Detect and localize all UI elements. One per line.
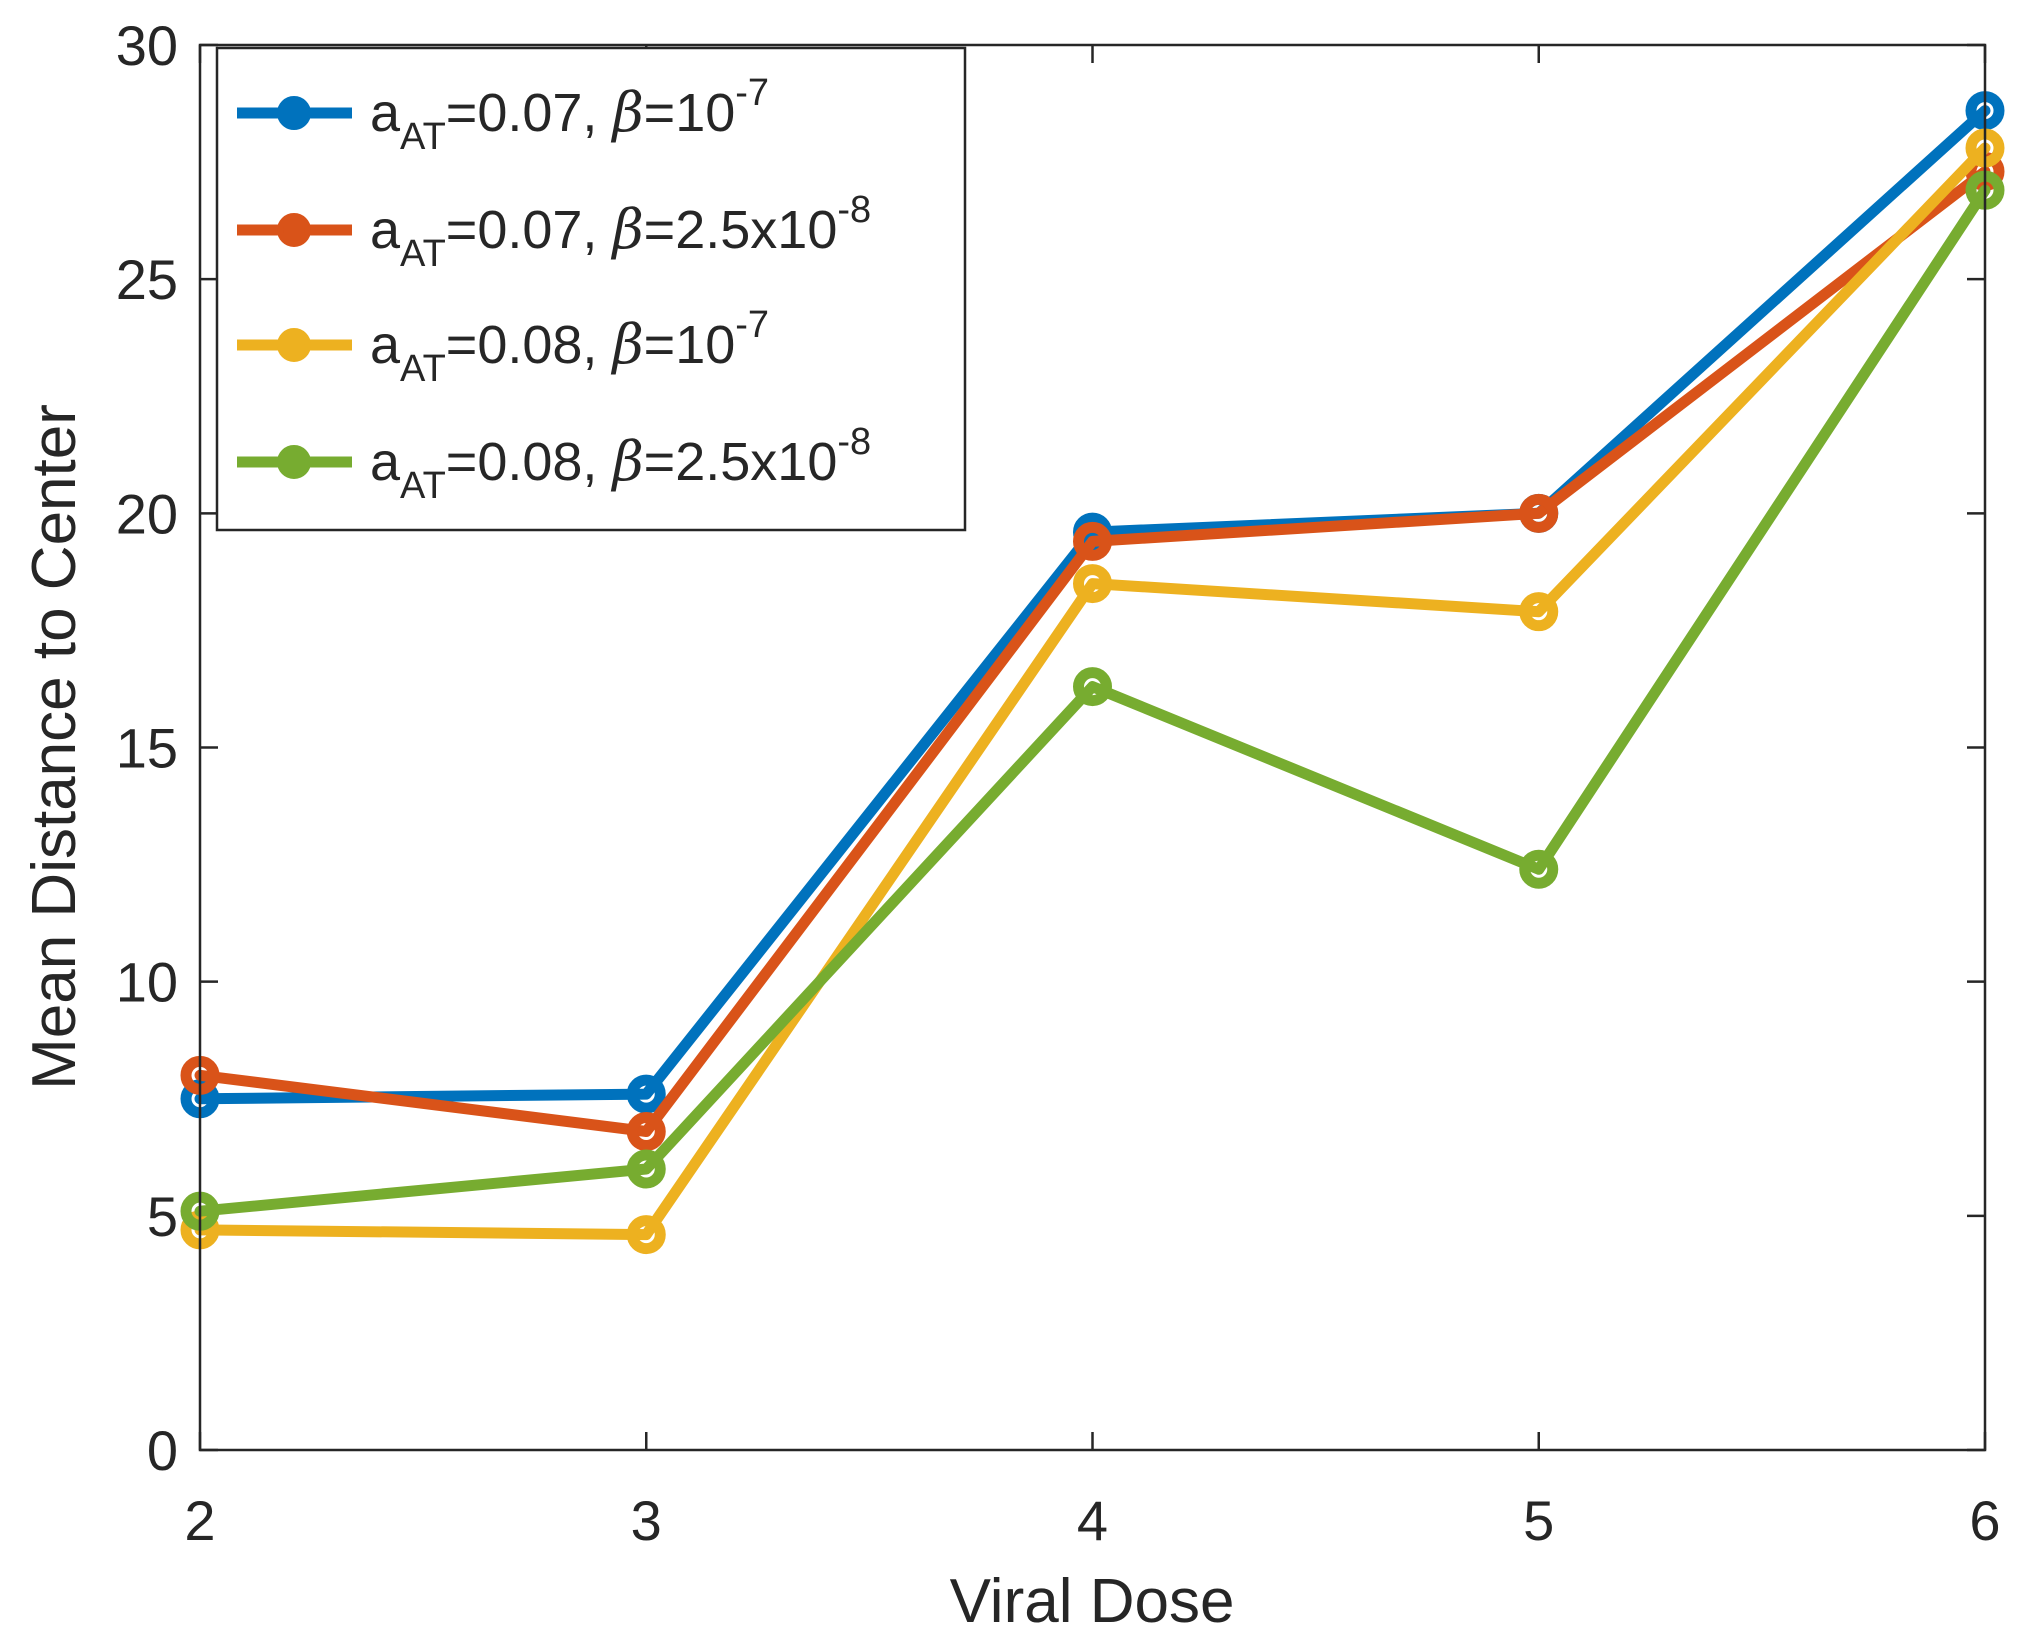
legend-label: aAT=0.08, β=10-7 (370, 304, 769, 390)
legend-label-part: AT (400, 465, 446, 507)
legend-marker (277, 213, 311, 247)
legend-entry: aAT=0.08, β=10-7 (237, 304, 769, 390)
legend-label-part: = (644, 200, 676, 260)
series-line (194, 166, 1991, 1137)
x-tick-label: 3 (631, 1489, 662, 1552)
legend-label-part: AT (400, 348, 446, 390)
legend-label: aAT=0.08, β=2.5x10-8 (370, 421, 871, 507)
legend-label-part: AT (400, 233, 446, 275)
legend-label-part: a (370, 432, 401, 492)
legend-label-part: β (610, 198, 643, 261)
legend-label: aAT=0.07, β=2.5x10-8 (370, 189, 871, 275)
axes-box (198, 43, 1987, 1452)
x-tick-label: 6 (1969, 1489, 2000, 1552)
x-axis-title: Viral Dose (950, 1567, 1235, 1636)
series-line (194, 142, 1991, 1241)
legend-label-part: 2.5x (675, 200, 777, 260)
data-point (626, 1215, 666, 1255)
legend-box (215, 46, 967, 532)
x-tick-label: 2 (184, 1489, 215, 1552)
legend-label-part: a (370, 200, 401, 260)
y-tick-labels: 0 5 10 15 20 25 30 (116, 14, 178, 1482)
legend-label-part: -7 (735, 304, 769, 346)
legend-label-part: 10 (777, 200, 837, 260)
legend-label-part: 10 (675, 315, 735, 375)
legend-label-part: = (644, 315, 676, 375)
y-tick-label: 5 (147, 1185, 178, 1248)
legend-label-part: β (610, 313, 643, 376)
legend-label-part: -7 (735, 72, 769, 114)
y-axis-title: Mean Distance to Center (20, 404, 89, 1090)
legend-label-part: 2.5x (675, 432, 777, 492)
data-point (1519, 849, 1559, 889)
legend-label-part: a (370, 315, 401, 375)
legend-label-part: AT (400, 116, 446, 158)
legend-label-part: =0.07, (446, 200, 613, 260)
legend-entry: aAT=0.07, β=10-7 (237, 72, 769, 158)
legend-label-part: β (610, 430, 643, 493)
legend-marker (277, 445, 311, 479)
data-point (1073, 564, 1112, 604)
legend-label-part: -8 (837, 421, 871, 463)
legend-label-part: β (610, 81, 643, 144)
x-tick-labels: 2 3 4 5 6 (184, 1489, 2000, 1552)
legend-label-part: -8 (837, 189, 871, 231)
data-point (1073, 667, 1112, 707)
legend-label-part: =0.07, (446, 83, 613, 143)
legend-entry: aAT=0.08, β=2.5x10-8 (237, 421, 871, 507)
legend-label-part: 10 (777, 432, 837, 492)
x-tick-label: 5 (1523, 1489, 1554, 1552)
data-point (626, 1112, 666, 1152)
legend-label: aAT=0.07, β=10-7 (370, 72, 769, 158)
data-point (626, 1074, 666, 1114)
legend-marker (277, 96, 311, 130)
y-tick-label: 20 (116, 482, 178, 545)
legend-entry: aAT=0.07, β=2.5x10-8 (237, 189, 871, 275)
series-line (194, 184, 1991, 1217)
legend-label-part: 10 (675, 83, 735, 143)
data-point (1073, 521, 1112, 561)
legend-label-part: =0.08, (446, 315, 613, 375)
y-tick-label: 15 (116, 717, 178, 780)
y-tick-label: 0 (147, 1419, 178, 1482)
legend-label-part: = (644, 83, 676, 143)
y-tick-label: 10 (116, 951, 178, 1014)
y-tick-label: 25 (116, 248, 178, 311)
data-point (626, 1149, 666, 1189)
legend-label-part: = (644, 432, 676, 492)
series-layer (180, 91, 2005, 1255)
legend-label-part: =0.08, (446, 432, 613, 492)
legend-marker (277, 328, 311, 362)
data-point (1519, 493, 1559, 533)
y-tick-label: 30 (116, 14, 178, 77)
data-point (1519, 592, 1559, 632)
x-tick-label: 4 (1077, 1489, 1108, 1552)
legend-label-part: a (370, 83, 401, 143)
